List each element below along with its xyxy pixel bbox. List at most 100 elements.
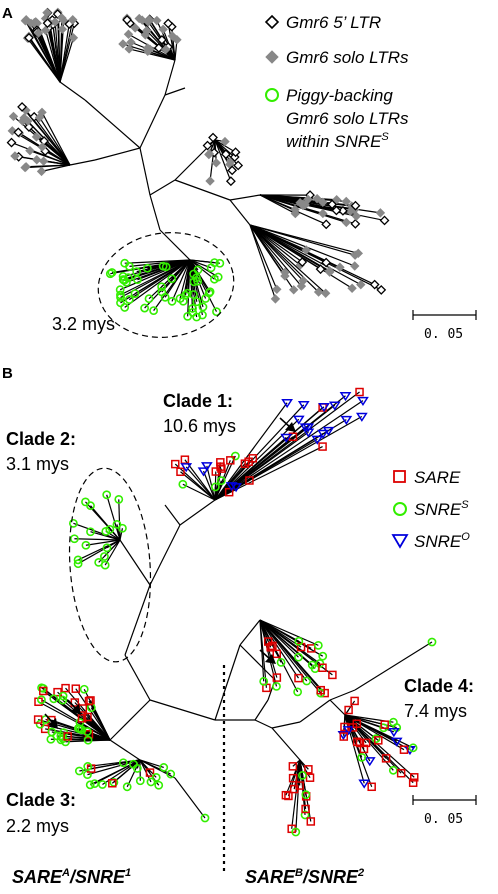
arrow-icon xyxy=(44,713,58,729)
arrow-icon xyxy=(67,699,81,715)
leaf-marker xyxy=(318,442,327,451)
leaf-marker xyxy=(270,294,281,304)
leaf-marker xyxy=(318,208,328,219)
leaf-marker xyxy=(140,303,150,313)
leaf-marker xyxy=(410,773,419,782)
leaf-marker xyxy=(158,261,168,271)
branch-line xyxy=(214,139,236,158)
leaf-marker xyxy=(58,691,68,701)
branch-line xyxy=(81,717,111,741)
leaf-marker xyxy=(341,196,351,207)
leaf-marker xyxy=(374,736,383,745)
clade-2-title: Clade 2: xyxy=(6,429,76,449)
leaf-marker xyxy=(304,765,313,774)
leaf-marker xyxy=(307,660,317,670)
leaf-marker xyxy=(23,116,33,126)
leaf-marker xyxy=(233,160,244,171)
branch-line xyxy=(75,688,111,741)
leaf-marker xyxy=(114,494,124,504)
leaf-marker xyxy=(301,790,311,800)
bottom-right-label: SAREB/SNRE2 xyxy=(245,867,364,887)
leaf-marker xyxy=(294,636,304,646)
green-circle-icon xyxy=(265,88,279,102)
leaf-marker xyxy=(133,275,142,285)
branch-line xyxy=(148,259,191,300)
leaf-marker xyxy=(82,727,92,736)
leaf-marker xyxy=(198,302,208,312)
leaf-marker xyxy=(109,777,119,787)
leaf-marker xyxy=(158,24,168,35)
leaf-marker xyxy=(324,267,335,277)
leaf-marker xyxy=(375,208,386,218)
branch-line xyxy=(171,259,191,302)
clade-4-label: Clade 4: 7.4 mys xyxy=(404,676,474,721)
leaf-marker xyxy=(350,261,360,271)
leaf-marker xyxy=(35,719,45,729)
leaf-marker xyxy=(79,684,89,694)
leaf-marker xyxy=(154,780,164,790)
branch-line xyxy=(41,164,71,172)
branch-line xyxy=(57,14,61,83)
leaf-marker xyxy=(335,262,345,272)
branch-line xyxy=(116,524,121,541)
leaf-marker xyxy=(225,176,236,187)
leaf-marker xyxy=(302,676,312,686)
clade-2-outline xyxy=(68,467,152,663)
clade-1-title: Clade 1: xyxy=(163,391,233,411)
branch-line xyxy=(214,460,231,501)
leaf-marker xyxy=(224,487,234,497)
leaf-marker xyxy=(24,32,34,43)
branch-line xyxy=(249,224,302,287)
leaf-marker xyxy=(361,738,371,748)
leaf-marker xyxy=(175,294,185,303)
leaf-marker xyxy=(146,777,156,787)
branch-line xyxy=(179,259,191,299)
leaf-marker xyxy=(350,200,361,211)
legend-item-snre-s: SNRES xyxy=(393,499,469,519)
clade-3-title: Clade 3: xyxy=(6,790,76,810)
leaf-marker xyxy=(57,13,67,23)
branch-line xyxy=(74,538,121,541)
leaf-marker xyxy=(306,817,316,826)
blue-triangle-icon xyxy=(391,534,409,549)
leaf-marker xyxy=(204,288,214,298)
leaf-marker xyxy=(193,265,203,275)
branch-line xyxy=(285,759,301,796)
leaf-marker xyxy=(152,15,162,26)
red-square-icon xyxy=(393,470,406,483)
leaf-marker xyxy=(61,683,70,693)
leaf-marker xyxy=(351,211,362,221)
leaf-marker xyxy=(13,127,24,138)
branch-line xyxy=(77,539,121,565)
leaf-marker xyxy=(300,810,310,820)
leaf-marker xyxy=(321,219,332,230)
leaf-marker xyxy=(134,13,144,24)
branch-line xyxy=(249,224,276,300)
branch-line xyxy=(259,619,322,691)
leaf-marker xyxy=(311,435,324,445)
leaf-marker xyxy=(118,275,128,284)
leaf-marker xyxy=(40,25,51,36)
branch-line xyxy=(28,37,61,83)
leaf-marker xyxy=(166,769,176,779)
leaf-marker xyxy=(37,695,46,705)
leaf-marker xyxy=(328,401,341,411)
leaf-marker xyxy=(292,415,305,425)
leaf-marker xyxy=(297,401,310,411)
branch-line xyxy=(85,539,121,546)
leaf-marker xyxy=(204,149,215,159)
leaf-marker xyxy=(6,137,17,148)
leaf-marker xyxy=(53,687,62,697)
leaf-marker xyxy=(367,782,376,792)
leaf-marker xyxy=(318,197,328,207)
leaf-marker xyxy=(180,463,193,473)
panel-b-scale-bar: 0. 05 xyxy=(412,795,477,827)
branch-line xyxy=(123,259,191,281)
leaf-marker xyxy=(149,306,159,315)
leaf-marker xyxy=(143,46,153,57)
leaf-marker xyxy=(10,151,20,161)
leaf-marker xyxy=(216,462,225,471)
branch-line xyxy=(129,259,191,267)
leaf-marker xyxy=(297,257,308,267)
